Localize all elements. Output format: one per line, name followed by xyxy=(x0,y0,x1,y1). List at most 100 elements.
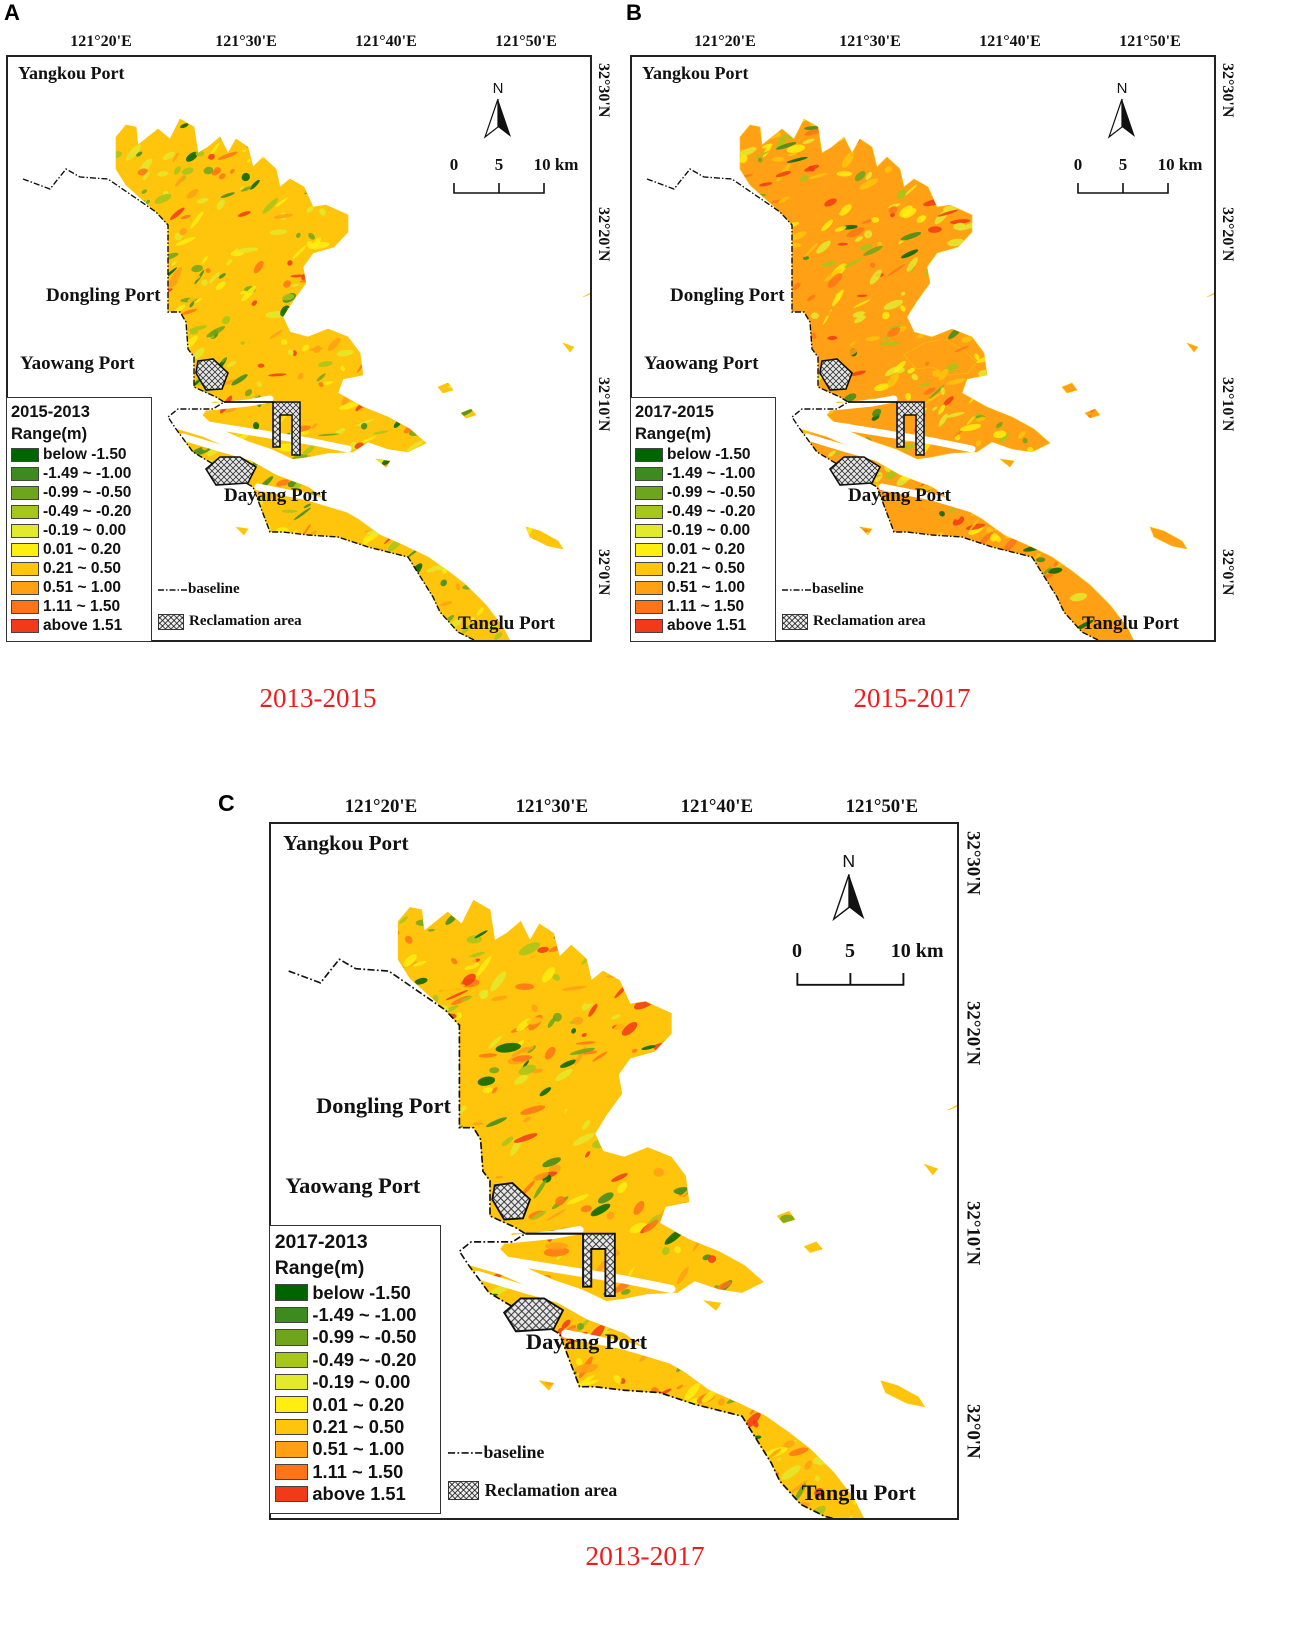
port-label-tanglu: Tanglu Port xyxy=(458,613,555,634)
reclamation-legend-label: Reclamation area xyxy=(484,1479,618,1500)
elevation-change-map xyxy=(22,118,590,640)
scale-bar: 0 5 10 km xyxy=(1073,155,1202,195)
legend-swatch xyxy=(635,599,663,614)
legend-swatch xyxy=(11,466,39,481)
legend-item: below -1.50 xyxy=(635,445,771,464)
legend-item: 1.11 ~ 1.50 xyxy=(11,597,147,616)
legend-item: -1.49 ~ -1.00 xyxy=(11,464,147,483)
legend-item: -0.99 ~ -0.50 xyxy=(635,483,771,502)
legend-swatch xyxy=(274,1396,308,1413)
legend-item-label: -0.99 ~ -0.50 xyxy=(43,483,132,501)
reclamation-legend: Reclamation area xyxy=(158,613,302,630)
legend-item-label: below -1.50 xyxy=(312,1281,411,1303)
legend-item-label: 0.21 ~ 0.50 xyxy=(667,559,745,577)
legend-item-label: -0.49 ~ -0.20 xyxy=(667,502,756,520)
baseline-symbol xyxy=(448,1451,484,1454)
legend-swatch xyxy=(274,1284,308,1301)
legend-subtitle: Range(m) xyxy=(11,425,88,443)
legend-item: -1.49 ~ -1.00 xyxy=(274,1304,436,1326)
legend-subtitle: Range(m) xyxy=(274,1256,365,1279)
legend-item-label: 1.11 ~ 1.50 xyxy=(43,597,121,615)
legend-title: 2015-2013 xyxy=(11,403,90,421)
scale-tick-label: 5 xyxy=(494,155,504,174)
legend-item: 1.11 ~ 1.50 xyxy=(635,597,771,616)
legend-swatch xyxy=(274,1418,308,1436)
longitude-label: 121°50'E xyxy=(845,796,919,818)
legend-item-label: 0.21 ~ 0.50 xyxy=(43,559,121,577)
longitude-label: 121°40'E xyxy=(979,33,1041,50)
baseline-legend: baseline xyxy=(158,581,240,598)
reclamation-areas xyxy=(491,1182,616,1333)
latitude-label: 32°20'N xyxy=(962,1001,984,1066)
north-label: N xyxy=(842,851,856,872)
port-label-tanglu: Tanglu Port xyxy=(801,1479,916,1505)
north-label: N xyxy=(1116,80,1128,97)
legend-item: below -1.50 xyxy=(274,1281,436,1303)
latitude-label: 32°10'N xyxy=(1219,377,1236,432)
port-label-dayang: Dayang Port xyxy=(525,1328,648,1354)
port-label-tanglu: Tanglu Port xyxy=(1082,613,1179,634)
legend-swatch xyxy=(11,618,39,633)
legend-swatch xyxy=(635,504,663,519)
legend-swatch xyxy=(635,466,663,481)
port-label-dayang: Dayang Port xyxy=(848,485,951,506)
hatch-swatch-icon xyxy=(782,613,808,630)
baseline-legend: baseline xyxy=(448,1442,544,1463)
legend-item: 0.01 ~ 0.20 xyxy=(274,1393,436,1415)
north-arrow-icon xyxy=(1107,98,1135,139)
panel-letter: B xyxy=(626,0,642,25)
legend-item-label: -0.49 ~ -0.20 xyxy=(43,502,132,520)
legend-swatch xyxy=(635,561,663,576)
tidal-flat-area xyxy=(739,118,1214,640)
north-arrow: N xyxy=(1105,80,1139,144)
legend-item: -0.19 ~ 0.00 xyxy=(11,521,147,540)
latitude-label: 32°30'N xyxy=(595,63,612,118)
scale-tick-label: 10 km xyxy=(890,939,944,962)
latitude-label: 32°0'N xyxy=(962,1404,984,1459)
scale-tick-label: 10 km xyxy=(1157,155,1203,174)
baseline-legend: baseline xyxy=(782,581,864,598)
latitude-label: 32°30'N xyxy=(962,831,984,896)
legend-item-label: -0.49 ~ -0.20 xyxy=(312,1348,417,1370)
port-label-dayang: Dayang Port xyxy=(224,485,327,506)
legend-item: 0.01 ~ 0.20 xyxy=(11,540,147,559)
tidal-flat-area xyxy=(115,118,590,640)
panel-letter: A xyxy=(4,0,20,25)
port-label-dongling: Dongling Port xyxy=(46,285,161,306)
port-label-yangkou: Yangkou Port xyxy=(18,63,125,83)
legend-item-label: 0.51 ~ 1.00 xyxy=(312,1438,405,1460)
legend-item: 0.21 ~ 0.50 xyxy=(274,1416,436,1438)
legend-item: above 1.51 xyxy=(274,1483,436,1505)
longitude-label: 121°20'E xyxy=(694,33,756,50)
legend-swatch xyxy=(11,504,39,519)
legend-item: -0.19 ~ 0.00 xyxy=(274,1371,436,1393)
legend-item-label: above 1.51 xyxy=(667,616,747,634)
hatch-swatch-icon xyxy=(448,1480,479,1500)
legend-item-label: 0.01 ~ 0.20 xyxy=(667,540,745,558)
north-label: N xyxy=(492,80,504,97)
legend-swatch xyxy=(11,580,39,595)
hatch-swatch-icon xyxy=(158,613,184,630)
baseline-legend-label: baseline xyxy=(812,581,864,597)
longitude-label: 121°40'E xyxy=(355,33,417,50)
legend-swatch xyxy=(11,447,39,462)
legend-title: 2017-2015 xyxy=(635,403,714,421)
baseline-symbol xyxy=(158,588,188,591)
baseline-symbol xyxy=(782,588,812,591)
legend-item-label: -1.49 ~ -1.00 xyxy=(312,1304,417,1325)
legend-item: 0.51 ~ 1.00 xyxy=(635,578,771,597)
scale-tick-label: 0 xyxy=(1073,155,1083,174)
elevation-texture xyxy=(116,119,536,640)
north-arrow-icon xyxy=(483,98,511,139)
scale-bar: 0 5 10 km xyxy=(792,940,944,987)
north-arrow: N xyxy=(829,851,869,926)
port-label-dongling: Dongling Port xyxy=(316,1093,451,1119)
legend-swatch xyxy=(274,1441,308,1458)
latitude-label: 32°10'N xyxy=(595,377,612,432)
reclamation-legend-label: Reclamation area xyxy=(813,613,926,629)
legend-item: 0.01 ~ 0.20 xyxy=(635,540,771,559)
longitude-label: 121°30'E xyxy=(515,796,589,818)
legend-swatch xyxy=(274,1351,308,1369)
elevation-change-map xyxy=(646,118,1214,640)
longitude-label: 121°20'E xyxy=(70,33,132,50)
